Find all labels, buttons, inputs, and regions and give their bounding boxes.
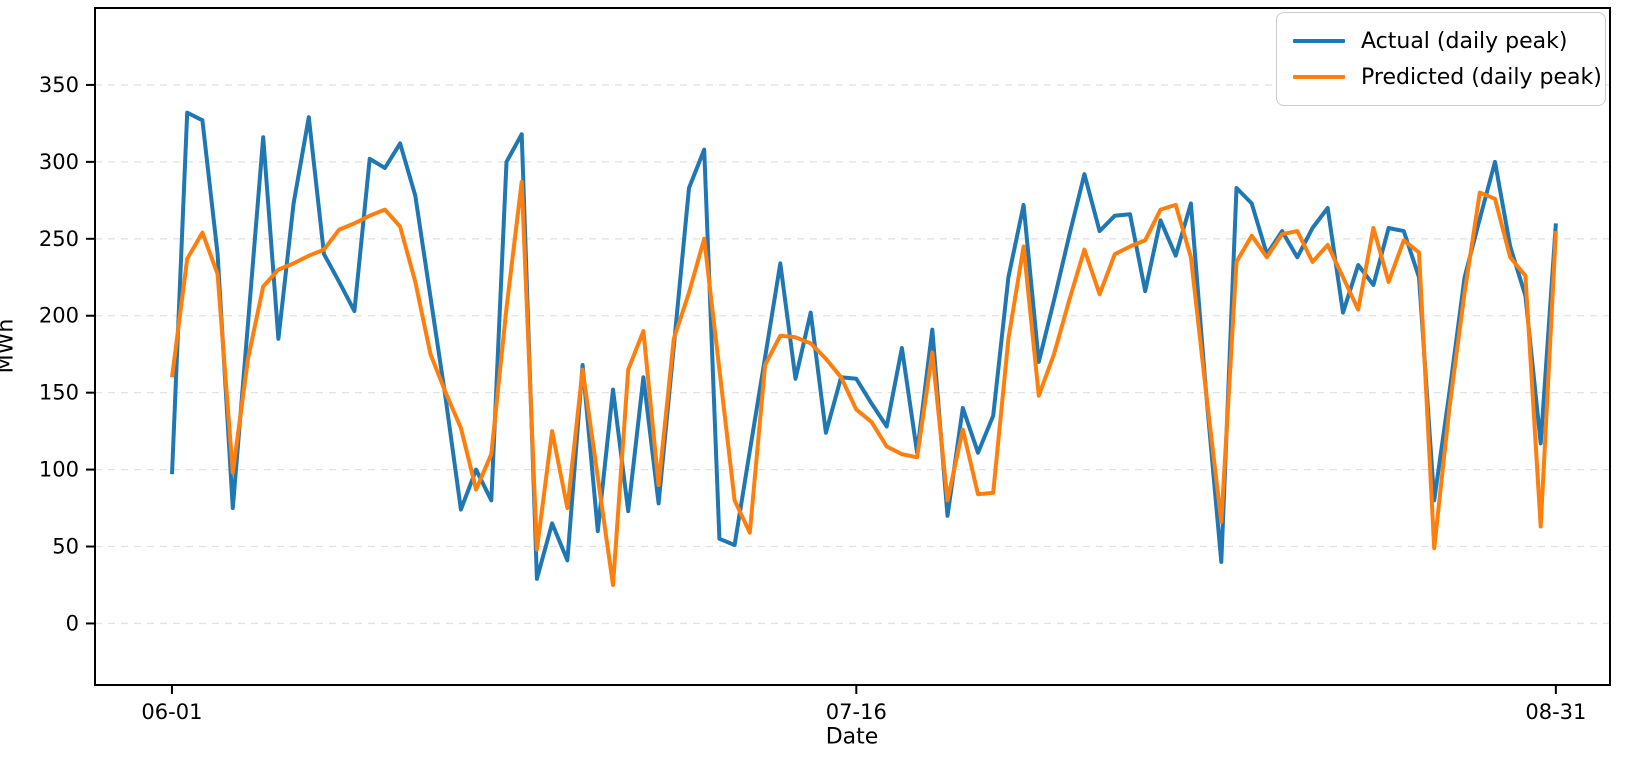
x-tick-label: 06-01: [141, 700, 202, 724]
axes-spines: [94, 7, 1611, 686]
x-tick-label: 07-16: [826, 700, 887, 724]
y-tick-label: 50: [52, 535, 79, 559]
legend-entry-predicted: Predicted (daily peak): [1293, 65, 1602, 90]
legend-label-predicted: Predicted (daily peak): [1361, 64, 1602, 90]
x-axis-label: Date: [825, 724, 879, 750]
y-axis-label: MWh: [0, 318, 19, 374]
legend-label-actual: Actual (daily peak): [1361, 28, 1568, 54]
predicted-line-icon: [1293, 74, 1345, 80]
x-tick-label: 08-31: [1525, 700, 1586, 724]
y-tick-label: 300: [39, 150, 79, 174]
actual-line-icon: [1293, 38, 1345, 44]
actual-line: [170, 110, 1558, 581]
y-tick-label: 200: [39, 304, 79, 328]
y-tick-label: 250: [39, 227, 79, 251]
y-tick-label: 100: [39, 458, 79, 482]
legend-entry-actual: Actual (daily peak): [1293, 29, 1591, 54]
predicted-line: [170, 179, 1558, 587]
y-tick-label: 350: [39, 73, 79, 97]
y-tick-label: 0: [66, 611, 79, 635]
legend: Actual (daily peak) Predicted (daily pea…: [1276, 12, 1606, 106]
y-tick-label: 150: [39, 381, 79, 405]
